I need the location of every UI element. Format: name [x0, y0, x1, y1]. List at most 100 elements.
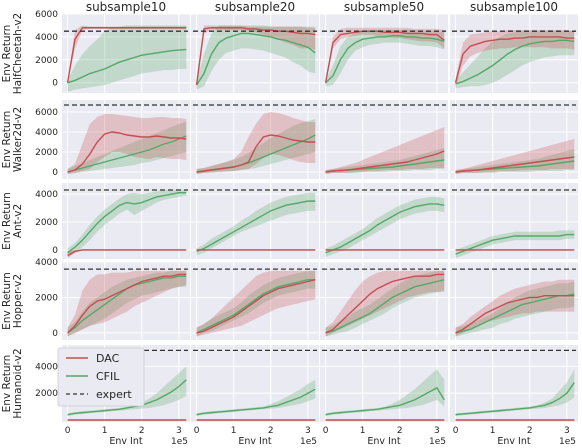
y-tick-label: 2000: [35, 148, 58, 158]
panel-background: [191, 183, 319, 259]
panel-background: [62, 183, 190, 259]
band-cfil: [455, 149, 575, 174]
plot-area: [193, 268, 317, 337]
legend-box: [57, 347, 145, 407]
line-cfil: [196, 279, 316, 334]
panel-background: [320, 14, 448, 93]
band-dac: [196, 25, 316, 89]
row-label-line2: Humanoid-v2: [12, 348, 24, 418]
row-label-line2: HalfCheetah-v2: [12, 13, 24, 94]
x-tick-label: 3: [434, 426, 440, 436]
x-axis-label: Env Int: [238, 436, 271, 447]
panel-background: [450, 183, 578, 259]
plot-area: [322, 189, 446, 257]
band-cfil: [325, 369, 445, 416]
plot-area: [193, 104, 317, 174]
panel-r3-c0: 0 2000 4000: [35, 258, 190, 340]
plot-area: [452, 349, 576, 421]
x-tick-label: 2: [527, 426, 533, 436]
y-tick-label: 2000: [35, 218, 58, 228]
panel-background: [191, 345, 319, 422]
panel-background: [191, 100, 319, 179]
y-tick-label: 4000: [35, 128, 58, 138]
band-cfil: [455, 31, 575, 89]
legend-expert-label: expert: [96, 388, 132, 401]
band-cfil: [325, 148, 445, 174]
band-cfil: [196, 119, 316, 174]
panel-r3-c1: [191, 261, 319, 340]
line-cfil: [67, 192, 187, 254]
row-label-line1: Env Return: [1, 192, 13, 250]
plot-area: [452, 30, 576, 89]
panel-r1-c0: 0 2000 4000 6000: [35, 100, 190, 179]
band-cfil: [196, 192, 316, 256]
plot-area: [452, 268, 576, 337]
row-label-2: Env Return Ant-v2: [1, 192, 24, 250]
plot-area: [64, 104, 188, 174]
panel-background: [320, 100, 448, 179]
legend-dac-label: DAC: [96, 352, 120, 365]
plot-area: [64, 25, 188, 92]
plot-area: [64, 189, 188, 259]
row-label-line1: Env Return: [1, 25, 13, 83]
row-label-line1: Env Return: [1, 111, 13, 169]
panel-r3-c3: [450, 261, 578, 340]
line-cfil: [325, 35, 445, 84]
x-tick-label: 0: [194, 426, 200, 436]
line-dac: [67, 131, 187, 173]
line-dac: [67, 249, 187, 257]
line-dac: [455, 156, 575, 173]
x-tick-label: 1: [360, 426, 366, 436]
panel-r1-c3: [450, 100, 578, 179]
panel-background: [450, 14, 578, 93]
y-tick-label: 6000: [35, 10, 58, 20]
band-cfil: [325, 196, 445, 257]
legend: DAC CFIL expert: [57, 347, 145, 407]
row-label-4: Env Return Humanoid-v2: [1, 348, 24, 418]
band-cfil: [196, 25, 316, 90]
y-tick-label: 4000: [35, 33, 58, 43]
x-tick-label: 1: [231, 426, 237, 436]
band-dac: [325, 127, 445, 174]
row-label-line1: Env Return: [1, 272, 13, 330]
y-tick-label: 0: [52, 246, 58, 256]
line-dac: [67, 273, 187, 334]
x-axis-label: Env Int: [367, 436, 400, 447]
x-tick-label: 1: [490, 426, 496, 436]
panel-background: [320, 345, 448, 422]
line-cfil: [196, 200, 316, 252]
band-cfil: [67, 189, 187, 257]
plot-area: [452, 189, 576, 259]
x-tick-label: 2: [397, 426, 403, 436]
line-cfil: [67, 135, 187, 173]
plot-area: [193, 349, 317, 421]
column-title-subsample50: subsample50: [344, 0, 424, 14]
y-tick-label: 4000: [35, 258, 58, 268]
y-tick-label: 4000: [35, 190, 58, 200]
line-cfil: [325, 203, 445, 254]
line-cfil: [195, 32, 316, 86]
panel-r2-c1: [191, 183, 319, 259]
x-tick-label: 3: [564, 426, 570, 436]
line-cfil: [455, 233, 575, 255]
panels: 0200040006000020004000600002000400002000…: [35, 10, 578, 436]
band-dac: [325, 27, 445, 85]
line-cfil: [455, 382, 575, 416]
row-label-3: Env Return Hopper-v2: [1, 272, 24, 330]
column-titles: subsample10 subsample20 subsample50 subsamp…: [86, 0, 558, 14]
plot-area: [322, 349, 446, 421]
line-dac: [455, 294, 575, 334]
column-title-subsample10: subsample10: [86, 0, 166, 14]
panel-r3-c2: [320, 261, 448, 340]
x-axis-labels: Env Int 1e5 Env Int 1e5 Env Int 1e5 Env Int 1e5: [109, 436, 576, 447]
row-label-0: Env Return HalfCheetah-v2: [1, 13, 24, 94]
column-title-subsample20: subsample20: [215, 0, 295, 14]
x-scale-label: 1e5: [559, 437, 576, 447]
panel-background: [62, 262, 190, 340]
line-dac: [195, 27, 316, 86]
line-dac: [196, 134, 316, 173]
plot-area: [193, 25, 317, 90]
band-cfil: [325, 30, 445, 87]
